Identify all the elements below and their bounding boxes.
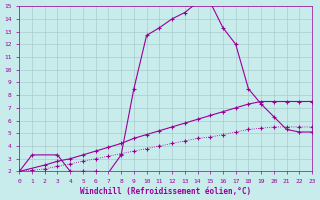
X-axis label: Windchill (Refroidissement éolien,°C): Windchill (Refroidissement éolien,°C): [80, 187, 251, 196]
